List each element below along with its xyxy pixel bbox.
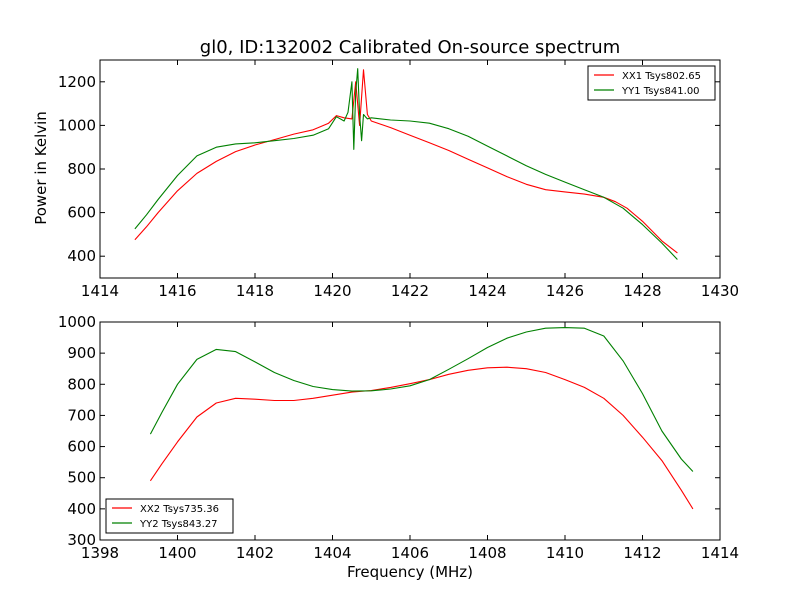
x-tick-label: 1420 <box>313 282 351 300</box>
y-tick-label: 700 <box>67 406 96 424</box>
legend: XX2 Tsys735.36 YY2 Tsys843.27 <box>105 498 234 534</box>
y-tick-label: 800 <box>67 160 96 178</box>
chart-title: gl0, ID:132002 Calibrated On-source spec… <box>200 37 620 58</box>
legend-box <box>105 498 234 534</box>
x-tick-label: 1412 <box>623 544 661 562</box>
x-tick-label: 1402 <box>236 544 274 562</box>
x-tick-label: 1400 <box>158 544 196 562</box>
y-tick-label: 400 <box>67 247 96 265</box>
y-tick-label: 300 <box>67 531 96 549</box>
x-tick-label: 1414 <box>701 544 739 562</box>
y-tick-label: 800 <box>67 375 96 393</box>
y-tick-label: 1000 <box>58 116 96 134</box>
x-tick-label: 1408 <box>468 544 506 562</box>
x-tick-label: 1414 <box>81 282 119 300</box>
legend-label: XX1 Tsys802.65 <box>622 71 701 82</box>
legend-label: XX2 Tsys735.36 <box>140 504 219 515</box>
x-tick-label: 1426 <box>546 282 584 300</box>
series-line-xx1 <box>134 69 678 254</box>
plot-2: 1398 1400 1402 1404 1406 1408 1410 1412 1414 300 4… <box>58 313 739 562</box>
x-tick-label: 1430 <box>701 282 739 300</box>
x-tick-label: 1418 <box>236 282 274 300</box>
legend-label: YY2 Tsys843.27 <box>139 519 218 530</box>
x-tick-label: 1410 <box>546 544 584 562</box>
x-tick-label: 1406 <box>391 544 429 562</box>
x-tick-label: 1416 <box>158 282 196 300</box>
y-tick-label: 600 <box>67 438 96 456</box>
x-tick-label: 1422 <box>391 282 429 300</box>
y-tick-label: 400 <box>67 500 96 518</box>
x-tick-label: 1398 <box>81 544 119 562</box>
bottom-x-axis-label: Frequency (MHz) <box>347 563 473 581</box>
y-tick-label: 600 <box>67 204 96 222</box>
series-line-xx2 <box>149 366 694 510</box>
series-line-yy1 <box>134 68 678 260</box>
legend-box <box>587 65 716 101</box>
x-tick-label: 1428 <box>623 282 661 300</box>
y-tick-label: 1200 <box>58 73 96 91</box>
y-tick-label: 900 <box>67 344 96 362</box>
x-tick-label: 1424 <box>468 282 506 300</box>
plot-1: 1414 1416 1418 1420 1422 1424 1426 1428 1430 400 6… <box>58 59 739 300</box>
top-y-axis-label: Power in Kelvin <box>32 111 50 225</box>
legend-label: YY1 Tsys841.00 <box>621 86 700 97</box>
series-line-yy2 <box>149 327 694 472</box>
y-tick-label: 1000 <box>58 313 96 331</box>
legend: XX1 Tsys802.65 YY1 Tsys841.00 <box>587 65 716 101</box>
x-tick-label: 1404 <box>313 544 351 562</box>
y-tick-label: 500 <box>67 469 96 487</box>
